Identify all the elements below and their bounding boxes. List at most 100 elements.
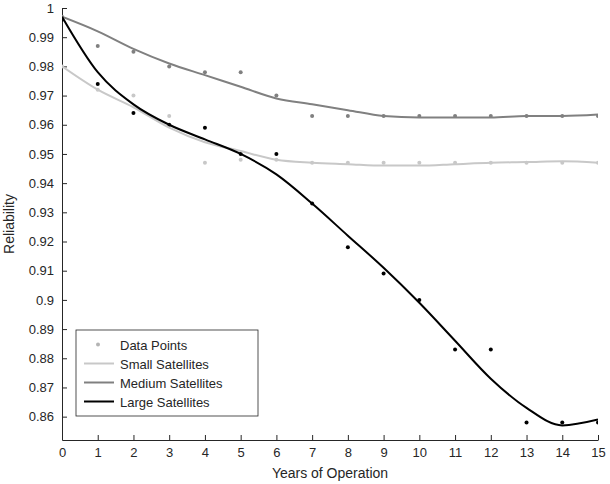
data-point xyxy=(203,70,207,74)
tick-label: 2 xyxy=(130,445,137,460)
tick-mark xyxy=(491,435,492,440)
tick: 7 xyxy=(309,435,316,460)
tick: 1 xyxy=(47,1,67,16)
tick-mark xyxy=(62,329,67,330)
tick-label: 15 xyxy=(591,445,605,460)
tick-label: 0.99 xyxy=(29,30,54,45)
tick: 14 xyxy=(556,435,570,460)
x-axis: 0123456789101112131415 xyxy=(59,435,606,460)
tick-mark xyxy=(62,37,67,38)
tick-mark xyxy=(455,435,456,440)
legend-item: Data Points xyxy=(96,338,188,353)
tick: 15 xyxy=(591,435,605,460)
tick-mark xyxy=(348,435,349,440)
tick: 2 xyxy=(130,435,137,460)
tick-label: 0.98 xyxy=(29,59,54,74)
tick: 1 xyxy=(95,435,102,460)
tick-label: 1 xyxy=(95,445,102,460)
tick-mark xyxy=(527,435,528,440)
tick-label: 0.96 xyxy=(29,117,54,132)
tick-mark xyxy=(62,300,67,301)
data-point xyxy=(96,44,100,48)
tick: 0.98 xyxy=(29,59,67,74)
plot: 01234567891011121314150.860.870.880.890.… xyxy=(29,1,606,461)
tick: 0.9 xyxy=(36,293,67,308)
tick: 0.92 xyxy=(29,234,67,249)
tick-label: 8 xyxy=(345,445,352,460)
tick-label: 0.95 xyxy=(29,147,54,162)
tick: 4 xyxy=(202,435,209,460)
tick: 9 xyxy=(380,435,387,460)
tick: 0.88 xyxy=(29,351,67,366)
data-point xyxy=(274,152,278,156)
legend-label: Small Satellites xyxy=(120,357,209,372)
tick: 0.87 xyxy=(29,380,67,395)
tick: 0.95 xyxy=(29,147,67,162)
tick-label: 14 xyxy=(556,445,570,460)
data-point xyxy=(346,245,350,249)
tick: 0.94 xyxy=(29,176,67,191)
tick-label: 0.94 xyxy=(29,176,54,191)
tick-label: 9 xyxy=(380,445,387,460)
data-point xyxy=(203,161,207,165)
legend-label: Large Satellites xyxy=(120,395,210,410)
legend-box xyxy=(76,330,258,416)
data-point xyxy=(131,94,135,98)
tick-mark xyxy=(62,271,67,272)
data-point xyxy=(453,348,457,352)
tick: 3 xyxy=(166,435,173,460)
tick-label: 3 xyxy=(166,445,173,460)
data-point xyxy=(310,114,314,118)
tick-label: 0.88 xyxy=(29,351,54,366)
tick-mark xyxy=(62,242,67,243)
data-point xyxy=(525,420,529,424)
tick: 0.93 xyxy=(29,205,67,220)
data-point xyxy=(346,114,350,118)
tick: 0.89 xyxy=(29,322,67,337)
data-point xyxy=(131,111,135,115)
tick-label: 1 xyxy=(47,1,54,16)
tick-label: 0.9 xyxy=(36,293,54,308)
tick-label: 7 xyxy=(309,445,316,460)
data-point xyxy=(560,420,564,424)
tick: 0.86 xyxy=(29,409,67,424)
legend-label: Data Points xyxy=(120,338,188,353)
tick-label: 0.87 xyxy=(29,380,54,395)
x-axis-title: Years of Operation xyxy=(272,465,388,481)
y-axis-title: Reliability xyxy=(1,194,17,254)
tick-label: 0 xyxy=(59,445,66,460)
tick-label: 0.91 xyxy=(29,263,54,278)
line xyxy=(62,17,598,426)
tick-mark xyxy=(62,358,67,359)
tick-mark xyxy=(62,96,67,97)
tick: 0.99 xyxy=(29,30,67,45)
tick: 6 xyxy=(273,435,280,460)
tick-mark xyxy=(62,154,67,155)
tick-label: 6 xyxy=(273,445,280,460)
data-point xyxy=(489,348,493,352)
data-point xyxy=(167,114,171,118)
tick: 12 xyxy=(484,435,498,460)
tick-label: 10 xyxy=(413,445,427,460)
tick-label: 0.89 xyxy=(29,322,54,337)
axis-line xyxy=(63,440,599,441)
tick-mark xyxy=(98,435,99,440)
legend-label: Medium Satellites xyxy=(120,376,223,391)
tick: 13 xyxy=(520,435,534,460)
data-point xyxy=(203,126,207,130)
tick-mark xyxy=(276,435,277,440)
tick: 10 xyxy=(413,435,427,460)
tick-label: 4 xyxy=(202,445,209,460)
tick-mark xyxy=(62,417,67,418)
data-point xyxy=(96,82,100,86)
tick-label: 0.92 xyxy=(29,234,54,249)
legend-line xyxy=(84,401,114,403)
axis-line xyxy=(62,9,63,441)
data-point xyxy=(382,161,386,165)
chart: 01234567891011121314150.860.870.880.890.… xyxy=(0,0,610,484)
tick-label: 13 xyxy=(520,445,534,460)
data-point xyxy=(274,94,278,98)
legend: Data Points Small Satellites Medium Satell… xyxy=(76,330,258,416)
tick-mark xyxy=(205,435,206,440)
legend-marker xyxy=(96,343,100,347)
